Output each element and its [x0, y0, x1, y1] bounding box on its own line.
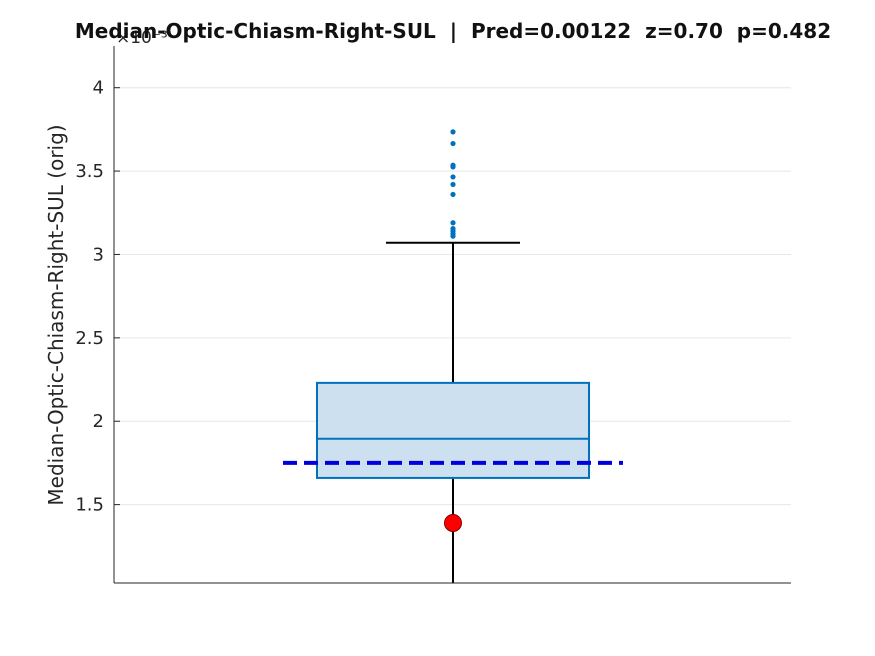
chart-title: Median-Optic-Chiasm-Right-SUL | Pred=0.0…: [75, 19, 831, 43]
y-tick-label: 3.5: [75, 161, 104, 182]
outlier-point: [450, 140, 456, 147]
y-axis-label: Median-Optic-Chiasm-Right-SUL (orig): [44, 124, 68, 505]
y-tick-label: 2: [93, 411, 104, 432]
outlier-point: [450, 164, 456, 170]
outlier-point: [450, 129, 456, 135]
outlier-point: [450, 174, 456, 180]
y-axis-exponent: ×10⁻³: [116, 28, 168, 48]
y-tick-label: 1.5: [75, 495, 104, 516]
axis-labels: ×10⁻³ Median-Optic-Chiasm-Right-SUL (ori…: [44, 19, 831, 506]
prediction-marker: [444, 513, 462, 532]
outlier-point: [450, 181, 456, 188]
y-tick-label: 3: [93, 244, 104, 265]
y-tick-label: 2.5: [75, 328, 104, 349]
outlier-point: [450, 233, 456, 239]
outlier-point: [450, 220, 456, 226]
plot-area: [283, 129, 623, 583]
axes: 1.5 2 2.5 3 3.5 4: [75, 46, 791, 584]
outlier-point: [450, 191, 456, 198]
y-tick-label: 4: [93, 78, 104, 99]
